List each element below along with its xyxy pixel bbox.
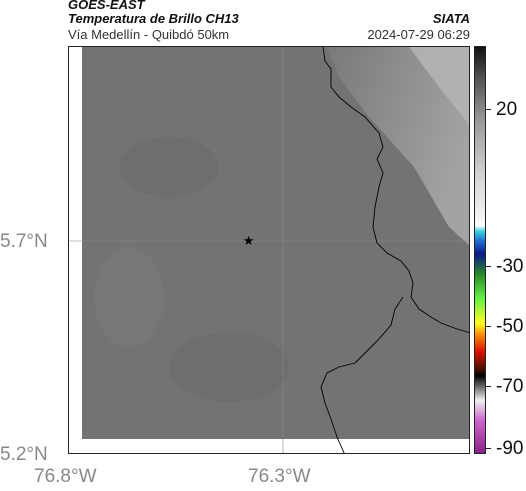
border-line — [322, 47, 469, 333]
colorbar-tick — [486, 266, 491, 267]
map-frame: ★ — [68, 46, 470, 454]
colorbar-label-20: 20 — [496, 99, 518, 120]
product-title: Temperatura de Brillo CH13 SIATA — [68, 12, 470, 26]
colorbar-label-minus30: -30 — [496, 256, 524, 277]
x-tick-76-3: 76.3°W — [248, 466, 311, 487]
colorbar-label-minus50: -50 — [496, 316, 524, 337]
colorbar — [474, 46, 486, 454]
satellite-label: GOES-EAST — [68, 0, 145, 12]
colorbar-tick — [486, 326, 491, 327]
colorbar-tick — [486, 386, 491, 387]
x-tick-76-8: 76.8°W — [34, 466, 97, 487]
location-marker-icon: ★ — [242, 233, 255, 248]
map-image — [69, 47, 469, 453]
datetime-label: 2024-07-29 06:29 — [367, 27, 470, 42]
agency-label: SIATA — [432, 11, 470, 26]
colorbar-label-minus70: -70 — [496, 376, 524, 397]
y-tick-5-7: 5.7°N — [0, 231, 48, 252]
subtitle-row: Vía Medellín - Quibdó 50km 2024-07-29 06… — [68, 28, 470, 42]
colorbar-tick — [486, 109, 491, 110]
border-line-2 — [320, 296, 404, 453]
region-label: Vía Medellín - Quibdó 50km — [68, 27, 230, 42]
colorbar-label-minus90: -90 — [496, 438, 524, 459]
product-label: Temperatura de Brillo CH13 — [68, 11, 239, 26]
y-tick-5-2: 5.2°N — [0, 444, 48, 465]
colorbar-tick — [486, 448, 491, 449]
